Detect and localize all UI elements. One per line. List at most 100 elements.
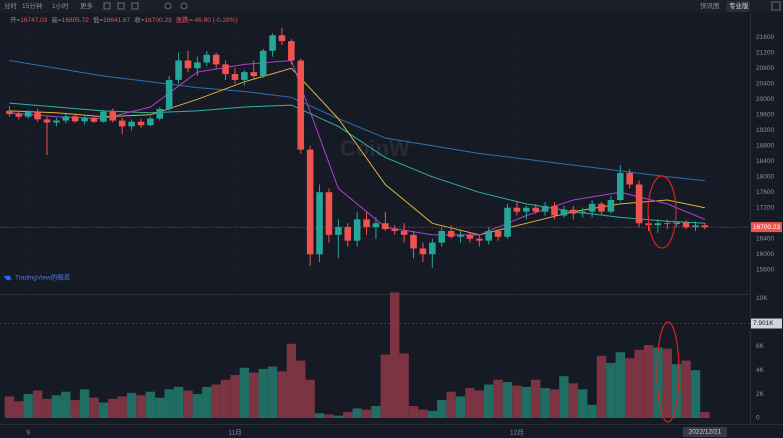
candle-body bbox=[476, 238, 483, 241]
candle-body bbox=[53, 120, 60, 123]
moving-average bbox=[9, 102, 705, 224]
y-tick-label: 20800 bbox=[756, 65, 774, 72]
volume-bar bbox=[42, 398, 52, 418]
volume-bar bbox=[155, 397, 165, 418]
volume-bar bbox=[192, 394, 203, 418]
candle-body bbox=[297, 60, 305, 150]
y-tick-label: 20400 bbox=[756, 80, 774, 87]
header-label: 收= bbox=[134, 15, 145, 24]
volume-bar bbox=[136, 395, 146, 418]
candle-body bbox=[626, 172, 633, 185]
volume-bar bbox=[455, 396, 466, 418]
watermark: CoinW bbox=[340, 136, 410, 161]
annotation-circle bbox=[647, 175, 677, 249]
current-date-box bbox=[682, 427, 727, 437]
toolbar-item[interactable]: 15分钟 bbox=[22, 1, 43, 10]
current-price-box bbox=[751, 222, 782, 233]
volume-tick-label: 2K bbox=[756, 391, 765, 398]
volume-bar bbox=[390, 292, 400, 418]
volume-bar bbox=[51, 395, 62, 418]
volume-bar bbox=[164, 389, 174, 418]
volume-bar bbox=[446, 391, 456, 418]
y-tick-label: 15600 bbox=[756, 266, 774, 273]
candle-body bbox=[673, 222, 680, 225]
volume-marker-box bbox=[751, 318, 782, 329]
moving-average bbox=[9, 60, 705, 182]
candle-body bbox=[147, 118, 154, 126]
volume-bar bbox=[625, 358, 635, 418]
header-value: 16747.03 bbox=[20, 17, 47, 24]
candle-body bbox=[335, 227, 342, 235]
volume-bar bbox=[512, 385, 522, 418]
volume-bar bbox=[61, 391, 71, 418]
volume-bar bbox=[531, 379, 541, 418]
volume-bar bbox=[249, 372, 259, 418]
attribution[interactable]: TradingView的图表 bbox=[15, 273, 71, 282]
volume-bar bbox=[220, 379, 231, 418]
volume-bar bbox=[399, 353, 409, 418]
candle-body bbox=[71, 116, 79, 122]
candle-body bbox=[541, 205, 549, 212]
volume-bar bbox=[465, 388, 475, 418]
candle-body bbox=[400, 231, 408, 235]
toolbar-item[interactable]: 1小时 bbox=[52, 1, 69, 10]
volume-tick-label: 10K bbox=[756, 295, 768, 302]
candle-body bbox=[692, 225, 699, 228]
volume-bar bbox=[126, 392, 137, 418]
toolbar-item[interactable]: 更多 bbox=[80, 1, 94, 10]
volume-bar bbox=[258, 368, 268, 418]
moving-average bbox=[9, 59, 706, 236]
volume-bar bbox=[634, 349, 644, 418]
candle-body bbox=[598, 203, 605, 212]
candle-body bbox=[212, 54, 220, 65]
volume-bar bbox=[493, 379, 503, 418]
button-bg[interactable] bbox=[726, 1, 750, 12]
candle-body bbox=[43, 119, 51, 123]
candle-body bbox=[306, 149, 314, 255]
current-date-label: 2022/12/21 bbox=[689, 429, 722, 436]
candle-body bbox=[570, 209, 577, 214]
volume-bar bbox=[314, 413, 325, 418]
annotation-circle bbox=[656, 321, 680, 423]
candle-body bbox=[128, 121, 135, 127]
volume-bar bbox=[108, 398, 118, 418]
candle-body bbox=[241, 72, 248, 80]
volume-bar bbox=[662, 348, 672, 418]
candle-body bbox=[156, 108, 164, 119]
toolbar-right[interactable]: 专业版 bbox=[729, 1, 749, 10]
volume-bar bbox=[211, 384, 221, 418]
volume-tick-label: 4K bbox=[756, 367, 765, 374]
volume-bar bbox=[484, 384, 494, 418]
volume-bar bbox=[230, 374, 240, 418]
volume-bar bbox=[14, 401, 24, 418]
volume-bar bbox=[615, 352, 625, 418]
volume-bar bbox=[700, 412, 710, 418]
candle-body bbox=[81, 117, 88, 122]
candle-body bbox=[664, 223, 671, 225]
candle-body bbox=[118, 120, 126, 127]
volume-bar bbox=[239, 367, 250, 418]
volume-bar bbox=[145, 391, 156, 418]
volume-bar bbox=[427, 410, 438, 418]
volume-bar bbox=[296, 360, 306, 418]
volume-bar bbox=[578, 389, 588, 418]
toolbar-icons[interactable] bbox=[103, 1, 781, 11]
candle-body bbox=[175, 60, 182, 80]
candle-body bbox=[90, 117, 98, 122]
volume-bar bbox=[286, 343, 297, 418]
toolbar-right[interactable]: 快讯图 bbox=[700, 1, 720, 10]
candle-body bbox=[316, 192, 323, 255]
volume-bar bbox=[596, 355, 607, 418]
candle-body bbox=[438, 231, 446, 243]
volume-bar bbox=[79, 389, 90, 418]
candle-body bbox=[551, 205, 558, 216]
candle-body bbox=[523, 207, 530, 212]
candle-body bbox=[429, 242, 436, 255]
y-tick-label: 18000 bbox=[756, 173, 774, 180]
volume-bar bbox=[606, 362, 616, 418]
candle-body bbox=[560, 209, 568, 216]
volume-bar bbox=[418, 409, 428, 418]
candle-body bbox=[100, 111, 107, 122]
candle-body bbox=[15, 113, 23, 117]
toolbar-item[interactable]: 分时 bbox=[4, 1, 18, 10]
